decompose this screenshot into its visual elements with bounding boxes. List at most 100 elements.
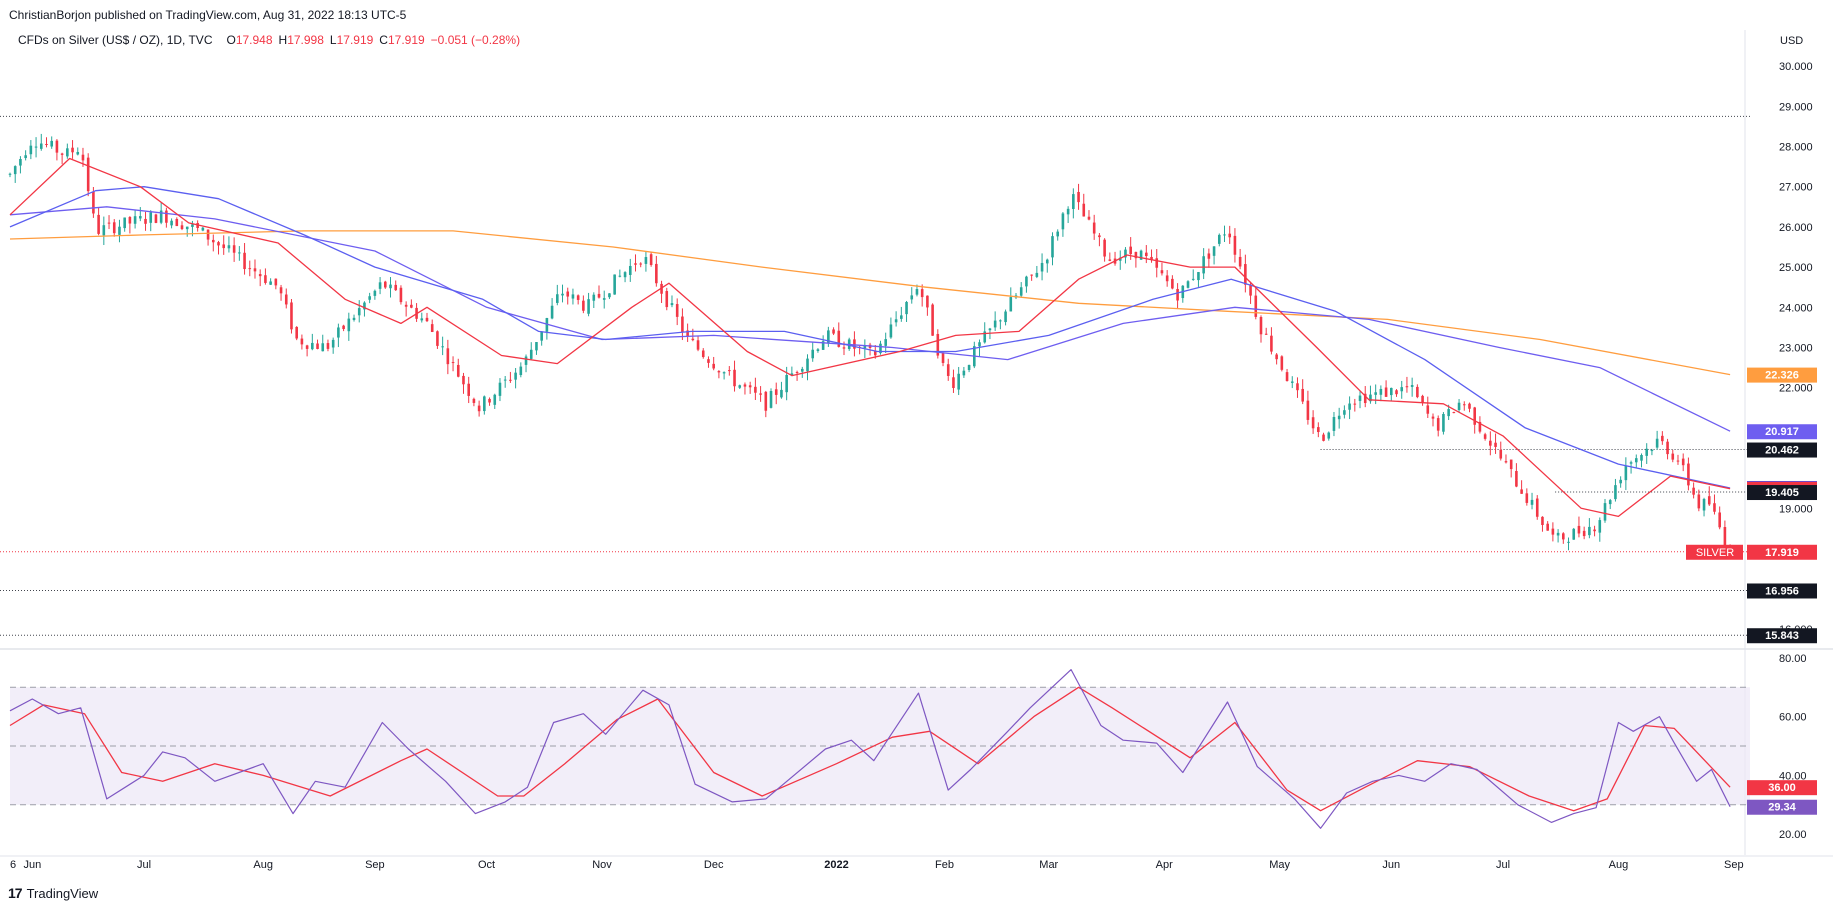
candle-body	[1103, 239, 1106, 257]
candle-body	[1650, 450, 1654, 452]
candle-body	[1092, 222, 1096, 234]
candle-body	[608, 293, 611, 298]
candle-body	[681, 316, 684, 333]
close-label: C	[379, 33, 388, 47]
candle-body	[1066, 208, 1070, 215]
candle-body	[1567, 541, 1570, 543]
candle-body	[483, 396, 486, 412]
candle-body	[1629, 462, 1633, 464]
candle-body	[1473, 407, 1476, 425]
candle-body	[774, 389, 778, 395]
candle-body	[863, 345, 867, 349]
candle-body	[728, 370, 731, 372]
candle-body	[1384, 387, 1388, 397]
time-tick-label: Aug	[253, 859, 273, 871]
candle-body	[8, 173, 12, 175]
candle-body	[1212, 246, 1216, 256]
candle-body	[738, 385, 742, 388]
candle-body	[1374, 392, 1377, 395]
rsi-label-text: 29.34	[1768, 802, 1796, 814]
candle-body	[13, 166, 17, 175]
rsi-tick-label: 60.00	[1779, 712, 1807, 724]
candle-body	[488, 398, 491, 403]
candle-body	[201, 227, 205, 231]
candle-body	[1462, 404, 1466, 406]
candle-body	[1061, 213, 1065, 230]
candle-body	[967, 364, 971, 370]
price-tick-label: 27.000	[1779, 182, 1813, 194]
candle-body	[800, 368, 804, 372]
candle-body	[436, 331, 439, 346]
candle-body	[936, 333, 940, 356]
candle-body	[1139, 250, 1143, 260]
tradingview-logo-icon: 17	[8, 885, 23, 901]
candle-body	[331, 339, 335, 348]
candle-body	[165, 210, 168, 223]
candle-body	[279, 287, 283, 294]
candle-body	[1353, 403, 1357, 405]
candle-body	[66, 148, 69, 157]
rsi-ma-line	[9, 686, 1731, 812]
time-tick-label: Apr	[1156, 859, 1173, 871]
candle-body	[243, 252, 246, 270]
candle-body	[1546, 523, 1549, 531]
candle-body	[597, 293, 601, 298]
candle-body	[1306, 400, 1310, 420]
candle-body	[915, 289, 919, 295]
candle-body	[1244, 264, 1247, 285]
candle-body	[962, 370, 966, 376]
candle-body	[1535, 498, 1539, 517]
candle-body	[430, 324, 434, 333]
candle-body	[993, 320, 997, 328]
rsi-label-text: 36.00	[1768, 782, 1796, 794]
candle-body	[462, 375, 465, 385]
candle-body	[1655, 438, 1659, 448]
candle-body	[45, 144, 48, 146]
candle-body	[326, 343, 330, 349]
candle-body	[1515, 470, 1518, 487]
time-tick-label: Jul	[137, 859, 151, 871]
candle-body	[509, 379, 512, 381]
candle-body	[290, 302, 293, 330]
tradingview-footer[interactable]: 17 TradingView	[8, 885, 98, 901]
candle-body	[686, 330, 689, 336]
candle-body	[1301, 388, 1304, 402]
candle-body	[410, 304, 413, 308]
price-tick-label: 28.000	[1779, 141, 1813, 153]
candle-body	[566, 291, 570, 297]
symbol-name[interactable]: CFDs on Silver (US$ / OZ), 1D, TVC	[18, 33, 213, 47]
candle-body	[1217, 234, 1221, 244]
price-tick-label: 19.000	[1779, 503, 1813, 515]
candle-body	[602, 298, 606, 300]
candle-body	[665, 291, 669, 308]
candle-body	[957, 373, 960, 390]
currency-label: USD	[1780, 35, 1803, 47]
candle-body	[1457, 402, 1461, 411]
candle-body	[1379, 388, 1383, 395]
candle-body	[655, 263, 658, 284]
candle-body	[1035, 272, 1039, 277]
candle-body	[545, 318, 549, 332]
price-tick-label: 25.000	[1779, 262, 1813, 274]
candle-body	[1191, 278, 1195, 280]
candle-body	[60, 153, 64, 155]
candle-body	[1614, 485, 1617, 500]
price-labels: 22.32620.91720.46219.50519.48719.40517.9…	[1686, 367, 1817, 815]
candle-body	[717, 371, 721, 373]
time-tick-label: Sep	[1724, 859, 1744, 871]
candle-body	[1285, 372, 1289, 382]
candle-body	[1582, 530, 1586, 537]
rsi-tick-label: 20.00	[1779, 829, 1807, 841]
candle-body	[347, 318, 351, 332]
candle-body	[1264, 333, 1268, 335]
candle-body	[837, 330, 841, 347]
candle-body	[1327, 432, 1331, 439]
candle-body	[806, 358, 809, 372]
change-value: −0.051 (−0.28%)	[430, 33, 521, 47]
candle-body	[222, 244, 226, 249]
candle-body	[644, 257, 648, 264]
candle-body	[305, 345, 309, 349]
candle-body	[112, 222, 116, 234]
candle-body	[206, 229, 210, 240]
